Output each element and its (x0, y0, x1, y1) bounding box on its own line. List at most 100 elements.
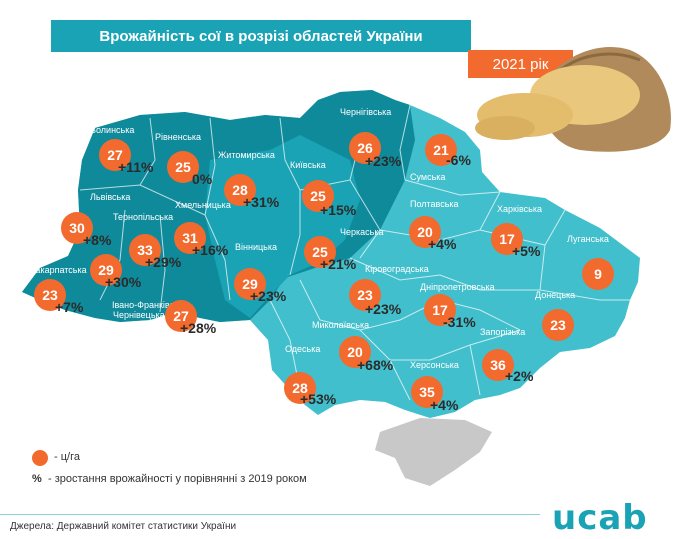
region-11-yield-value: 27 (173, 308, 189, 324)
region-20-change-value: +68% (357, 357, 394, 373)
region-22-change-value: +2% (505, 368, 534, 384)
region-5-yield-value: 21 (433, 142, 449, 158)
region-14-yield-value: 20 (417, 224, 433, 240)
region-markers-layer: 27+11% 250%28+31% 25+15%26+23%21-6%30+8%33… (34, 132, 614, 413)
page-title: Врожайність сої в розрізі областей Украї… (51, 20, 471, 52)
region-13-yield-value: 25 (312, 244, 328, 260)
region-4-yield-marker (349, 132, 381, 164)
region-12-yield-value: 29 (242, 276, 258, 292)
region-7-yield-marker (129, 234, 161, 266)
region-5-name-label: Сумська (410, 172, 445, 182)
region-15-change-value: +5% (512, 243, 541, 259)
region-21-yield-value: 28 (292, 380, 308, 396)
region-23-change-value: +4% (430, 397, 459, 413)
region-17-yield-value: 23 (357, 287, 373, 303)
region-18-yield-marker (424, 294, 456, 326)
region-1-yield-marker (167, 151, 199, 183)
region-labels-layer: Волинська Рівненська Житомирська Київська Че… (30, 107, 609, 370)
region-19-name-label: Донецька (535, 290, 575, 300)
region-3-yield-value: 25 (310, 188, 326, 204)
region-8-yield-value: 31 (182, 230, 198, 246)
region-6-yield-value: 30 (69, 220, 85, 236)
ucab-logo: ucab (552, 498, 648, 538)
source-note: Джерела: Державний комітет статистики Ук… (10, 521, 237, 532)
soybean-sack-icon (475, 46, 671, 152)
region-22-yield-value: 36 (490, 357, 506, 373)
region-1-name-label: Рівненська (155, 132, 201, 142)
region-23-name-label: Херсонська (410, 360, 459, 370)
region-11-name-label: Чернівецька (113, 310, 165, 320)
region-2-yield-value: 28 (232, 182, 248, 198)
region-21-yield-marker (284, 372, 316, 404)
region-8-change-value: +16% (192, 242, 229, 258)
region-0-yield-marker (99, 139, 131, 171)
region-13-change-value: +21% (320, 256, 357, 272)
legend-unit-label: - ц/га (54, 451, 80, 463)
region-8-name-label: Хмельницька (175, 200, 231, 210)
region-5-yield-marker (425, 134, 457, 166)
region-6-name-label: Львівська (90, 192, 130, 202)
region-13-name-label: Черкаська (340, 227, 383, 237)
region-6-change-value: +8% (83, 232, 112, 248)
region-23-yield-marker (411, 376, 443, 408)
footer-divider (0, 514, 540, 515)
region-22-yield-marker (482, 349, 514, 381)
region-7-name-label: Тернопільська (113, 212, 173, 222)
region-13-yield-marker (304, 236, 336, 268)
year-badge: 2021 рік (468, 50, 573, 78)
region-22-name-label: Запорізька (480, 327, 525, 337)
crimea-region (375, 418, 492, 486)
region-17-yield-marker (349, 279, 381, 311)
region-7-yield-value: 33 (137, 242, 153, 258)
region-10-yield-marker (90, 254, 122, 286)
region-16-yield-marker (582, 258, 614, 290)
region-10-change-value: +30% (105, 274, 142, 290)
region-14-change-value: +4% (428, 236, 457, 252)
region-18-change-value: -31% (443, 314, 476, 330)
region-2-yield-marker (224, 174, 256, 206)
region-20-yield-marker (339, 336, 371, 368)
region-17-change-value: +23% (365, 301, 402, 317)
legend-pct-label: - зростання врожайності у порівнянні з 2… (48, 473, 307, 485)
region-15-yield-value: 17 (499, 231, 515, 247)
region-15-name-label: Харківська (497, 204, 542, 214)
region-4-yield-value: 26 (357, 140, 373, 156)
region-3-name-label: Київська (290, 160, 326, 170)
region-3-yield-marker (302, 180, 334, 212)
region-8-yield-marker (174, 222, 206, 254)
region-14-name-label: Полтавська (410, 199, 459, 209)
region-4-change-value: +23% (365, 153, 402, 169)
region-6-yield-marker (61, 212, 93, 244)
region-10-yield-value: 29 (98, 262, 114, 278)
region-23-yield-value: 35 (419, 384, 435, 400)
region-21-name-label: Одеська (285, 344, 320, 354)
region-10-name-label: Івано-Франківська (112, 300, 188, 310)
region-16-yield-value: 9 (594, 266, 602, 282)
legend-yield-dot (32, 450, 48, 466)
region-1-yield-value: 25 (175, 159, 191, 175)
region-21-change-value: +53% (300, 391, 337, 407)
region-11-yield-marker (165, 300, 197, 332)
region-19-yield-marker (542, 309, 574, 341)
region-12-yield-marker (234, 268, 266, 300)
region-9-yield-value: 23 (42, 287, 58, 303)
region-16-name-label: Луганська (567, 234, 609, 244)
region-12-name-label: Вінницька (235, 242, 277, 252)
region-19-yield-value: 23 (550, 317, 566, 333)
region-18-name-label: Дніпропетровська (420, 282, 495, 292)
region-4-name-label: Чернігівська (340, 107, 391, 117)
region-20-name-label: Миколаївська (312, 320, 369, 330)
region-2-name-label: Житомирська (218, 150, 275, 160)
region-0-name-label: Волинська (90, 125, 134, 135)
region-18-yield-value: 17 (432, 302, 448, 318)
region-2-change-value: +31% (243, 194, 280, 210)
region-9-change-value: +7% (55, 299, 84, 315)
legend-pct-symbol: % (32, 473, 42, 485)
region-14-yield-marker (409, 216, 441, 248)
region-5-change-value: -6% (446, 152, 471, 168)
region-12-change-value: +23% (250, 288, 287, 304)
region-17-name-label: Кіровоградська (365, 264, 429, 274)
region-15-yield-marker (491, 223, 523, 255)
region-20-yield-value: 20 (347, 344, 363, 360)
